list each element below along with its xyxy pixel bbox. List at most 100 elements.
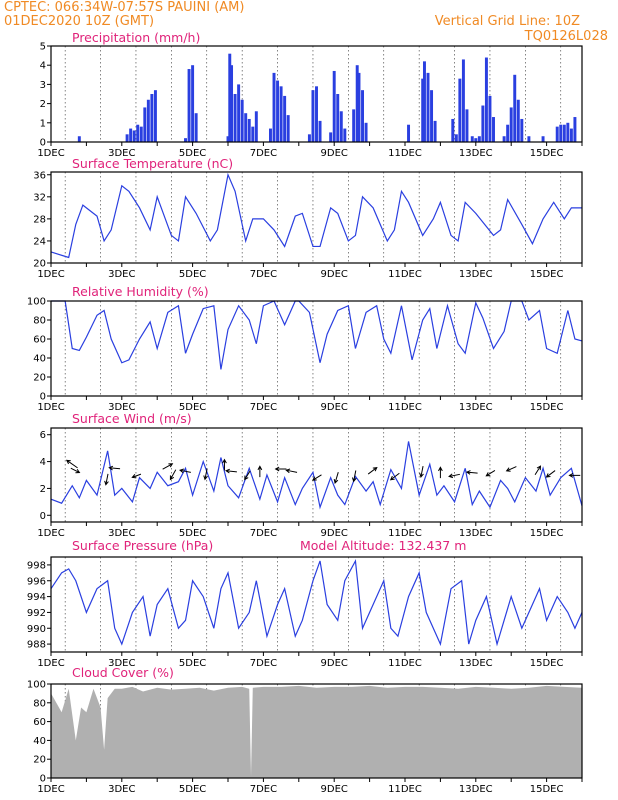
x-tick-label: 3DEC bbox=[108, 269, 135, 280]
wind-arrow bbox=[244, 470, 251, 481]
y-tick-label: 0 bbox=[40, 138, 46, 149]
y-tick-label: 4 bbox=[40, 457, 46, 468]
x-tick-label: 1DEC bbox=[37, 658, 64, 669]
precip-bar bbox=[555, 126, 559, 142]
precip-bar bbox=[527, 136, 531, 142]
precip-bar bbox=[470, 136, 474, 142]
precip-bar bbox=[139, 126, 143, 142]
x-tick-label: 3DEC bbox=[108, 528, 135, 539]
precip-bar bbox=[506, 124, 510, 142]
precip-bar bbox=[454, 134, 458, 142]
x-tick-label: 1DEC bbox=[37, 269, 64, 280]
series-line bbox=[50, 558, 583, 647]
precip-bar bbox=[315, 86, 318, 142]
x-tick-label: 7DEC bbox=[250, 148, 277, 159]
y-tick-label: 6 bbox=[40, 430, 46, 441]
wind-arrow bbox=[131, 473, 142, 479]
wind-arrow bbox=[70, 467, 81, 474]
precip-bar bbox=[77, 136, 81, 142]
precip-bar bbox=[240, 99, 244, 142]
wind-arrow bbox=[465, 470, 478, 475]
x-tick-label: 7DEC bbox=[250, 402, 277, 413]
precip-bar bbox=[254, 111, 258, 142]
header-location: CPTEC: 066:34W-07:57S PAUINI (AM) bbox=[4, 0, 244, 15]
precip-bar bbox=[520, 118, 524, 142]
precip-bar bbox=[307, 134, 311, 142]
precip-bar bbox=[318, 120, 322, 142]
wind-arrow bbox=[333, 472, 339, 484]
precip-bar bbox=[352, 109, 356, 142]
precip-bar bbox=[226, 136, 230, 142]
precip-bar bbox=[513, 74, 517, 142]
wind-arrow bbox=[179, 468, 191, 474]
panel-2: 20 24 28 32 36 1DEC 3DEC 5DEC 7DEC 9DEC 11DEC 13DEC… bbox=[33, 156, 583, 280]
precip-bar bbox=[150, 94, 154, 142]
wind-arrow bbox=[545, 470, 556, 478]
header-model: TQ0126L028 bbox=[524, 29, 608, 44]
precip-bar bbox=[421, 78, 425, 142]
x-tick-label: 15DEC bbox=[530, 148, 564, 159]
x-tick-label: 13DEC bbox=[459, 528, 493, 539]
precip-bar bbox=[251, 126, 255, 142]
x-tick-label: 11DEC bbox=[388, 402, 422, 413]
precip-bar bbox=[407, 124, 411, 142]
y-tick-label: 4 bbox=[40, 61, 46, 72]
x-tick-label: 11DEC bbox=[388, 269, 422, 280]
x-tick-label: 7DEC bbox=[250, 269, 277, 280]
y-tick-label: 992 bbox=[27, 608, 46, 619]
panel-subtitle: Model Altitude: 132.437 m bbox=[300, 538, 466, 553]
precip-bar bbox=[361, 90, 364, 142]
panel-6: 0 20 40 60 80 100 1DEC 3DEC 5DEC 7DEC 9DEC 11DEC 13D… bbox=[27, 665, 583, 795]
precip-bar bbox=[146, 99, 150, 142]
precip-bar bbox=[364, 122, 368, 142]
y-tick-label: 0 bbox=[40, 511, 46, 522]
wind-arrow bbox=[351, 470, 357, 483]
panel-frame bbox=[50, 171, 583, 264]
precip-bar bbox=[477, 136, 481, 142]
x-tick-label: 7DEC bbox=[250, 658, 277, 669]
y-tick-label: 24 bbox=[33, 236, 46, 247]
x-tick-label: 1DEC bbox=[37, 784, 64, 795]
x-tick-label: 5DEC bbox=[179, 784, 206, 795]
x-tick-label: 5DEC bbox=[179, 269, 206, 280]
precip-bar bbox=[451, 118, 455, 142]
precip-bar bbox=[187, 69, 191, 142]
x-tick-label: 15DEC bbox=[530, 528, 564, 539]
panel-3: 0 20 40 60 80 100 1DEC 3DEC 5DEC 7DEC 9DEC 11DEC 13D… bbox=[27, 284, 583, 413]
x-tick-label: 11DEC bbox=[388, 148, 422, 159]
wind-arrow bbox=[568, 472, 581, 478]
x-tick-label: 9DEC bbox=[321, 784, 348, 795]
x-tick-label: 9DEC bbox=[321, 658, 348, 669]
x-tick-label: 7DEC bbox=[250, 528, 277, 539]
x-tick-label: 5DEC bbox=[179, 658, 206, 669]
precip-bar bbox=[566, 122, 570, 142]
wind-arrow bbox=[222, 458, 227, 471]
wind-arrow bbox=[419, 466, 424, 478]
x-tick-label: 15DEC bbox=[530, 784, 564, 795]
panel-title: Precipitation (mm/h) bbox=[72, 30, 200, 45]
precip-bar bbox=[132, 130, 136, 142]
x-tick-label: 13DEC bbox=[459, 784, 493, 795]
precip-bar bbox=[228, 53, 232, 142]
x-tick-label: 5DEC bbox=[179, 528, 206, 539]
precip-bar bbox=[465, 109, 469, 142]
precip-bar bbox=[422, 61, 426, 142]
precip-bar bbox=[484, 57, 488, 142]
panel-frame bbox=[50, 45, 583, 143]
panel-5: 988 990 992 994 996 998 1DEC 3DEC 5DEC 7DEC 9DEC 11… bbox=[27, 538, 583, 669]
wind-arrow bbox=[104, 473, 109, 486]
cloud-cover-area bbox=[51, 685, 582, 778]
x-tick-label: 13DEC bbox=[459, 269, 493, 280]
panel-4: 0 2 4 6 1DEC 3DEC 5DEC 7DEC 9DEC 11DEC 13DEC 15DEC S… bbox=[37, 411, 583, 539]
panel-title: Relative Humidity (%) bbox=[72, 284, 209, 299]
precip-bar bbox=[230, 65, 234, 142]
y-tick-label: 100 bbox=[27, 680, 46, 691]
precip-bar bbox=[279, 86, 283, 142]
series-line bbox=[50, 441, 583, 510]
y-tick-label: 2 bbox=[40, 99, 46, 110]
x-tick-label: 15DEC bbox=[530, 658, 564, 669]
wind-arrow bbox=[389, 472, 400, 481]
precip-bar bbox=[492, 117, 495, 142]
y-tick-label: 60 bbox=[33, 717, 46, 728]
